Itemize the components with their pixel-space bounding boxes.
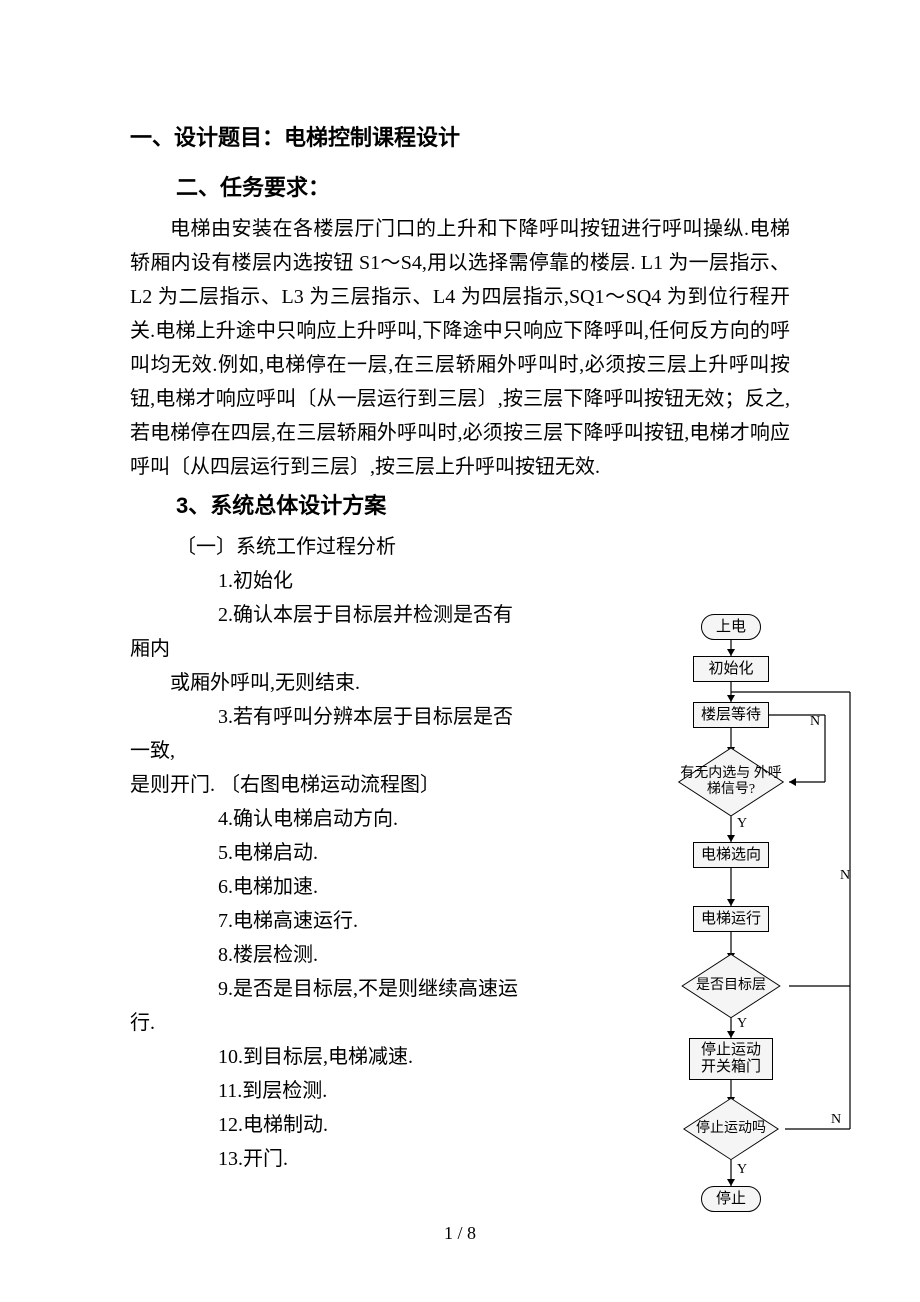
flow-node-direction: 电梯选向 (693, 842, 769, 868)
flow-decision-signal: 有无内选与 外呼梯信号? (671, 754, 791, 810)
flow-label-n2: N (840, 868, 850, 884)
flow-node-init: 初始化 (693, 656, 769, 682)
flow-node-power-on: 上电 (701, 614, 761, 640)
flow-label-y1: Y (737, 816, 747, 832)
flow-decision-target: 是否目标层 (671, 960, 791, 1012)
flowchart-diagram: 上电 初始化 楼层等待 有无内选与 外呼梯信号? 电梯选向 电梯运行 是否目标层… (635, 614, 860, 1234)
flow-label-y2: Y (737, 1016, 747, 1032)
heading-design-title: 一、设计题目：电梯控制课程设计 (130, 120, 790, 152)
flow-label-n3: N (831, 1112, 841, 1128)
section-work-analysis: 〔一〕系统工作过程分析 (130, 530, 790, 564)
flow-node-run: 电梯运行 (693, 906, 769, 932)
flow-decision-stop: 停止运动吗 (671, 1104, 791, 1154)
flow-label-y3: Y (737, 1162, 747, 1178)
task-paragraph: 电梯由安装在各楼层厅门口的上升和下降呼叫按钮进行呼叫操纵.电梯轿厢内设有楼层内选… (130, 212, 790, 484)
flow-node-floor-wait: 楼层等待 (693, 702, 769, 728)
heading-system-design: 3、系统总体设计方案 (130, 488, 790, 520)
flow-node-stop-open: 停止运动 开关箱门 (689, 1038, 773, 1080)
step-1: 1.初始化 (130, 564, 790, 598)
flow-node-stop: 停止 (701, 1186, 761, 1212)
heading-task-req: 二、任务要求： (130, 170, 790, 202)
flow-label-n1: N (810, 714, 820, 730)
